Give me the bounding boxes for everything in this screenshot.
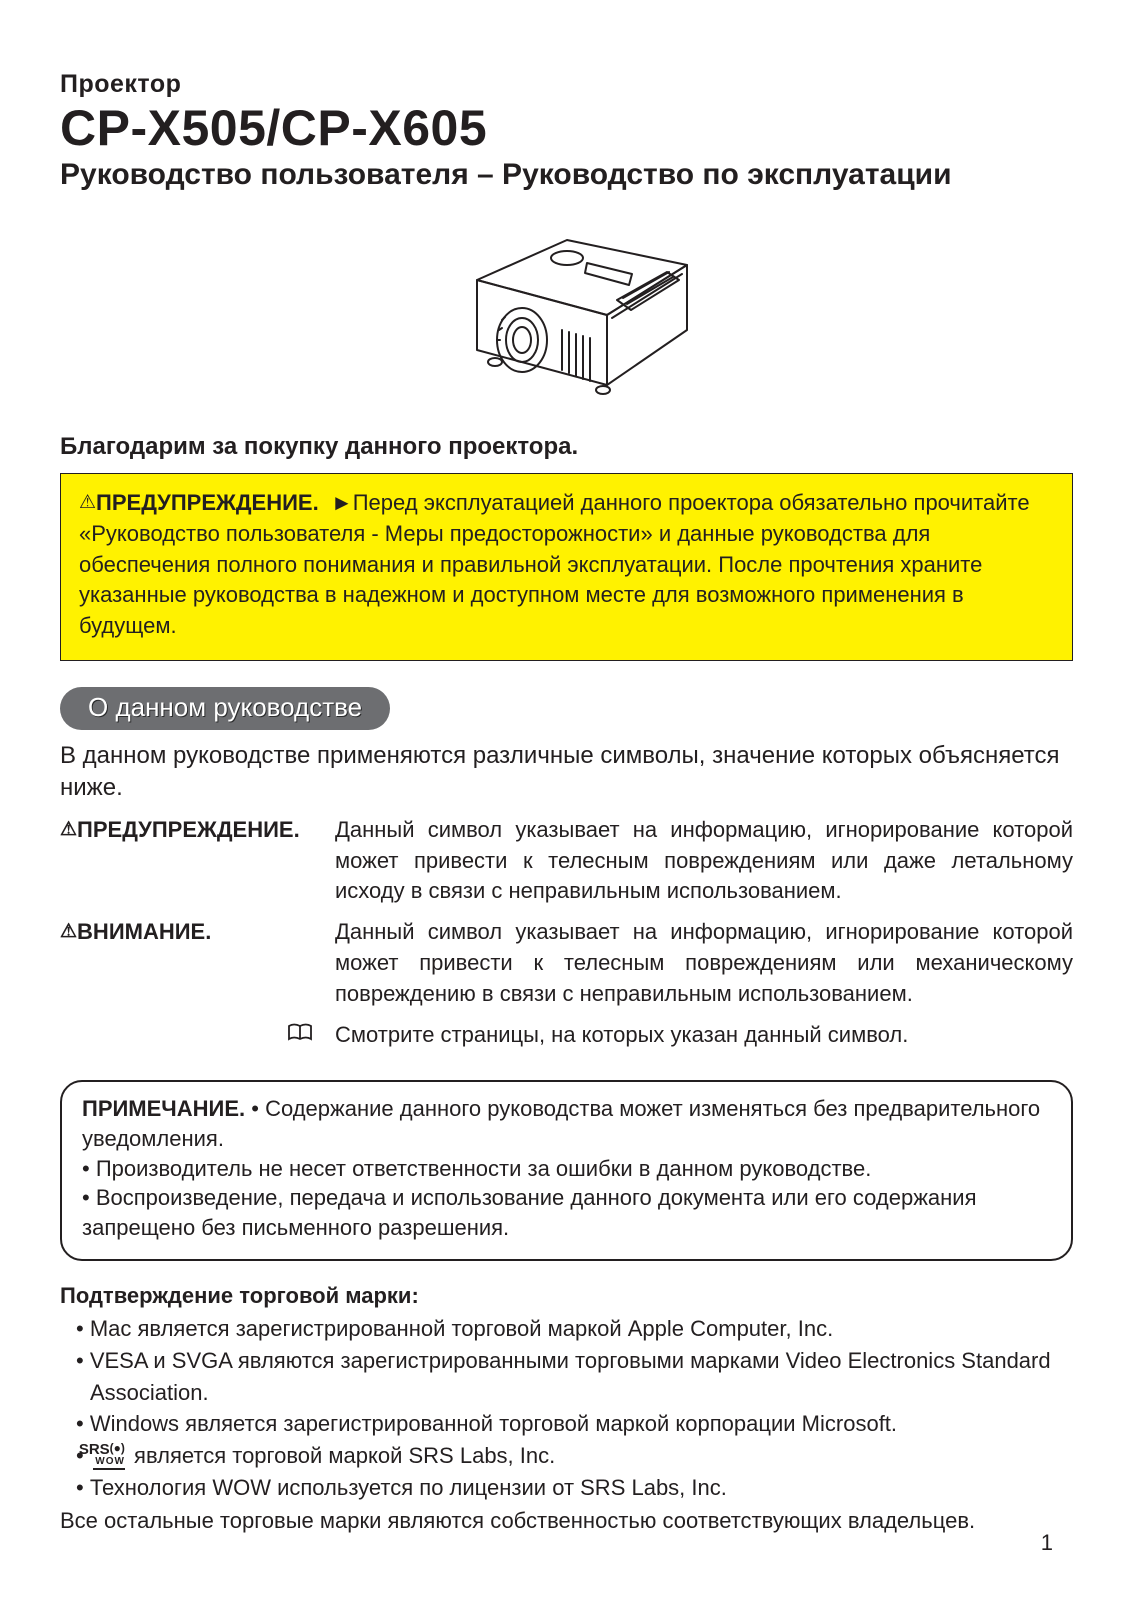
arrow-icon: ► [331,490,353,515]
trademark-bullet: • VESA и SVGA являются зарегистрированны… [60,1345,1073,1409]
projector-icon [417,210,717,410]
projector-illustration [60,210,1073,415]
section-intro: В данном руководстве применяются различн… [60,740,1073,805]
warning-icon: ⚠ [60,921,77,942]
symbol-row-caution: ⚠ВНИМАНИЕ. Данный символ указывает на ин… [60,917,1073,1009]
trademark-heading: Подтверждение торговой марки: [60,1283,1073,1309]
symbol-label: ПРЕДУПРЕЖДЕНИЕ. [77,817,300,842]
document-page: Проектор CP-X505/CP-X605 Руководство пол… [0,0,1133,1600]
note-line: • Производитель не несет ответственности… [82,1156,871,1181]
symbol-label: ВНИМАНИЕ. [77,919,211,944]
trademark-bullet: • Windows является зарегистрированной то… [60,1408,1073,1440]
symbol-row-warning: ⚠ПРЕДУПРЕЖДЕНИЕ. Данный символ указывает… [60,815,1073,907]
symbol-desc: Данный символ указывает на информацию, и… [335,815,1073,907]
note-box: ПРИМЕЧАНИЕ. • Содержание данного руковод… [60,1080,1073,1260]
section-heading-pill: О данном руководстве [60,687,390,730]
book-icon [287,1022,313,1042]
subtitle: Руководство пользователя – Руководство п… [60,158,1073,192]
note-line: • Воспроизведение, передача и использова… [82,1185,977,1240]
trademark-bullet: • Mac является зарегистрированной торгов… [60,1313,1073,1345]
trademark-bullet: • Технология WOW используется по лицензи… [60,1472,1073,1504]
trademark-bullet: • SRS(●)WOW является торговой маркой SRS… [60,1440,1073,1472]
warning-icon: ⚠ [60,819,77,840]
symbol-desc: Данный символ указывает на информацию, и… [335,917,1073,1009]
thanks-text: Благодарим за покупку данного проектора. [60,433,1073,461]
warning-icon: ⚠ [79,492,96,513]
note-lead: ПРИМЕЧАНИЕ. [82,1096,245,1121]
symbol-row-book: Смотрите страницы, на которых указан дан… [60,1020,1073,1051]
warning-box: ⚠ПРЕДУПРЕЖДЕНИЕ. ►Перед эксплуатацией да… [60,473,1073,661]
trademark-footer: Все остальные торговые марки являются со… [60,1506,1073,1537]
warning-lead: ПРЕДУПРЕЖДЕНИЕ. [96,490,319,515]
srs-logo-icon: SRS(●)WOW [93,1442,125,1470]
symbol-desc: Смотрите страницы, на которых указан дан… [335,1020,1073,1051]
page-number: 1 [1041,1530,1053,1556]
category-label: Проектор [60,70,1073,99]
trademark-list: • Mac является зарегистрированной торгов… [60,1313,1073,1504]
model-title: CP-X505/CP-X605 [60,101,1073,156]
